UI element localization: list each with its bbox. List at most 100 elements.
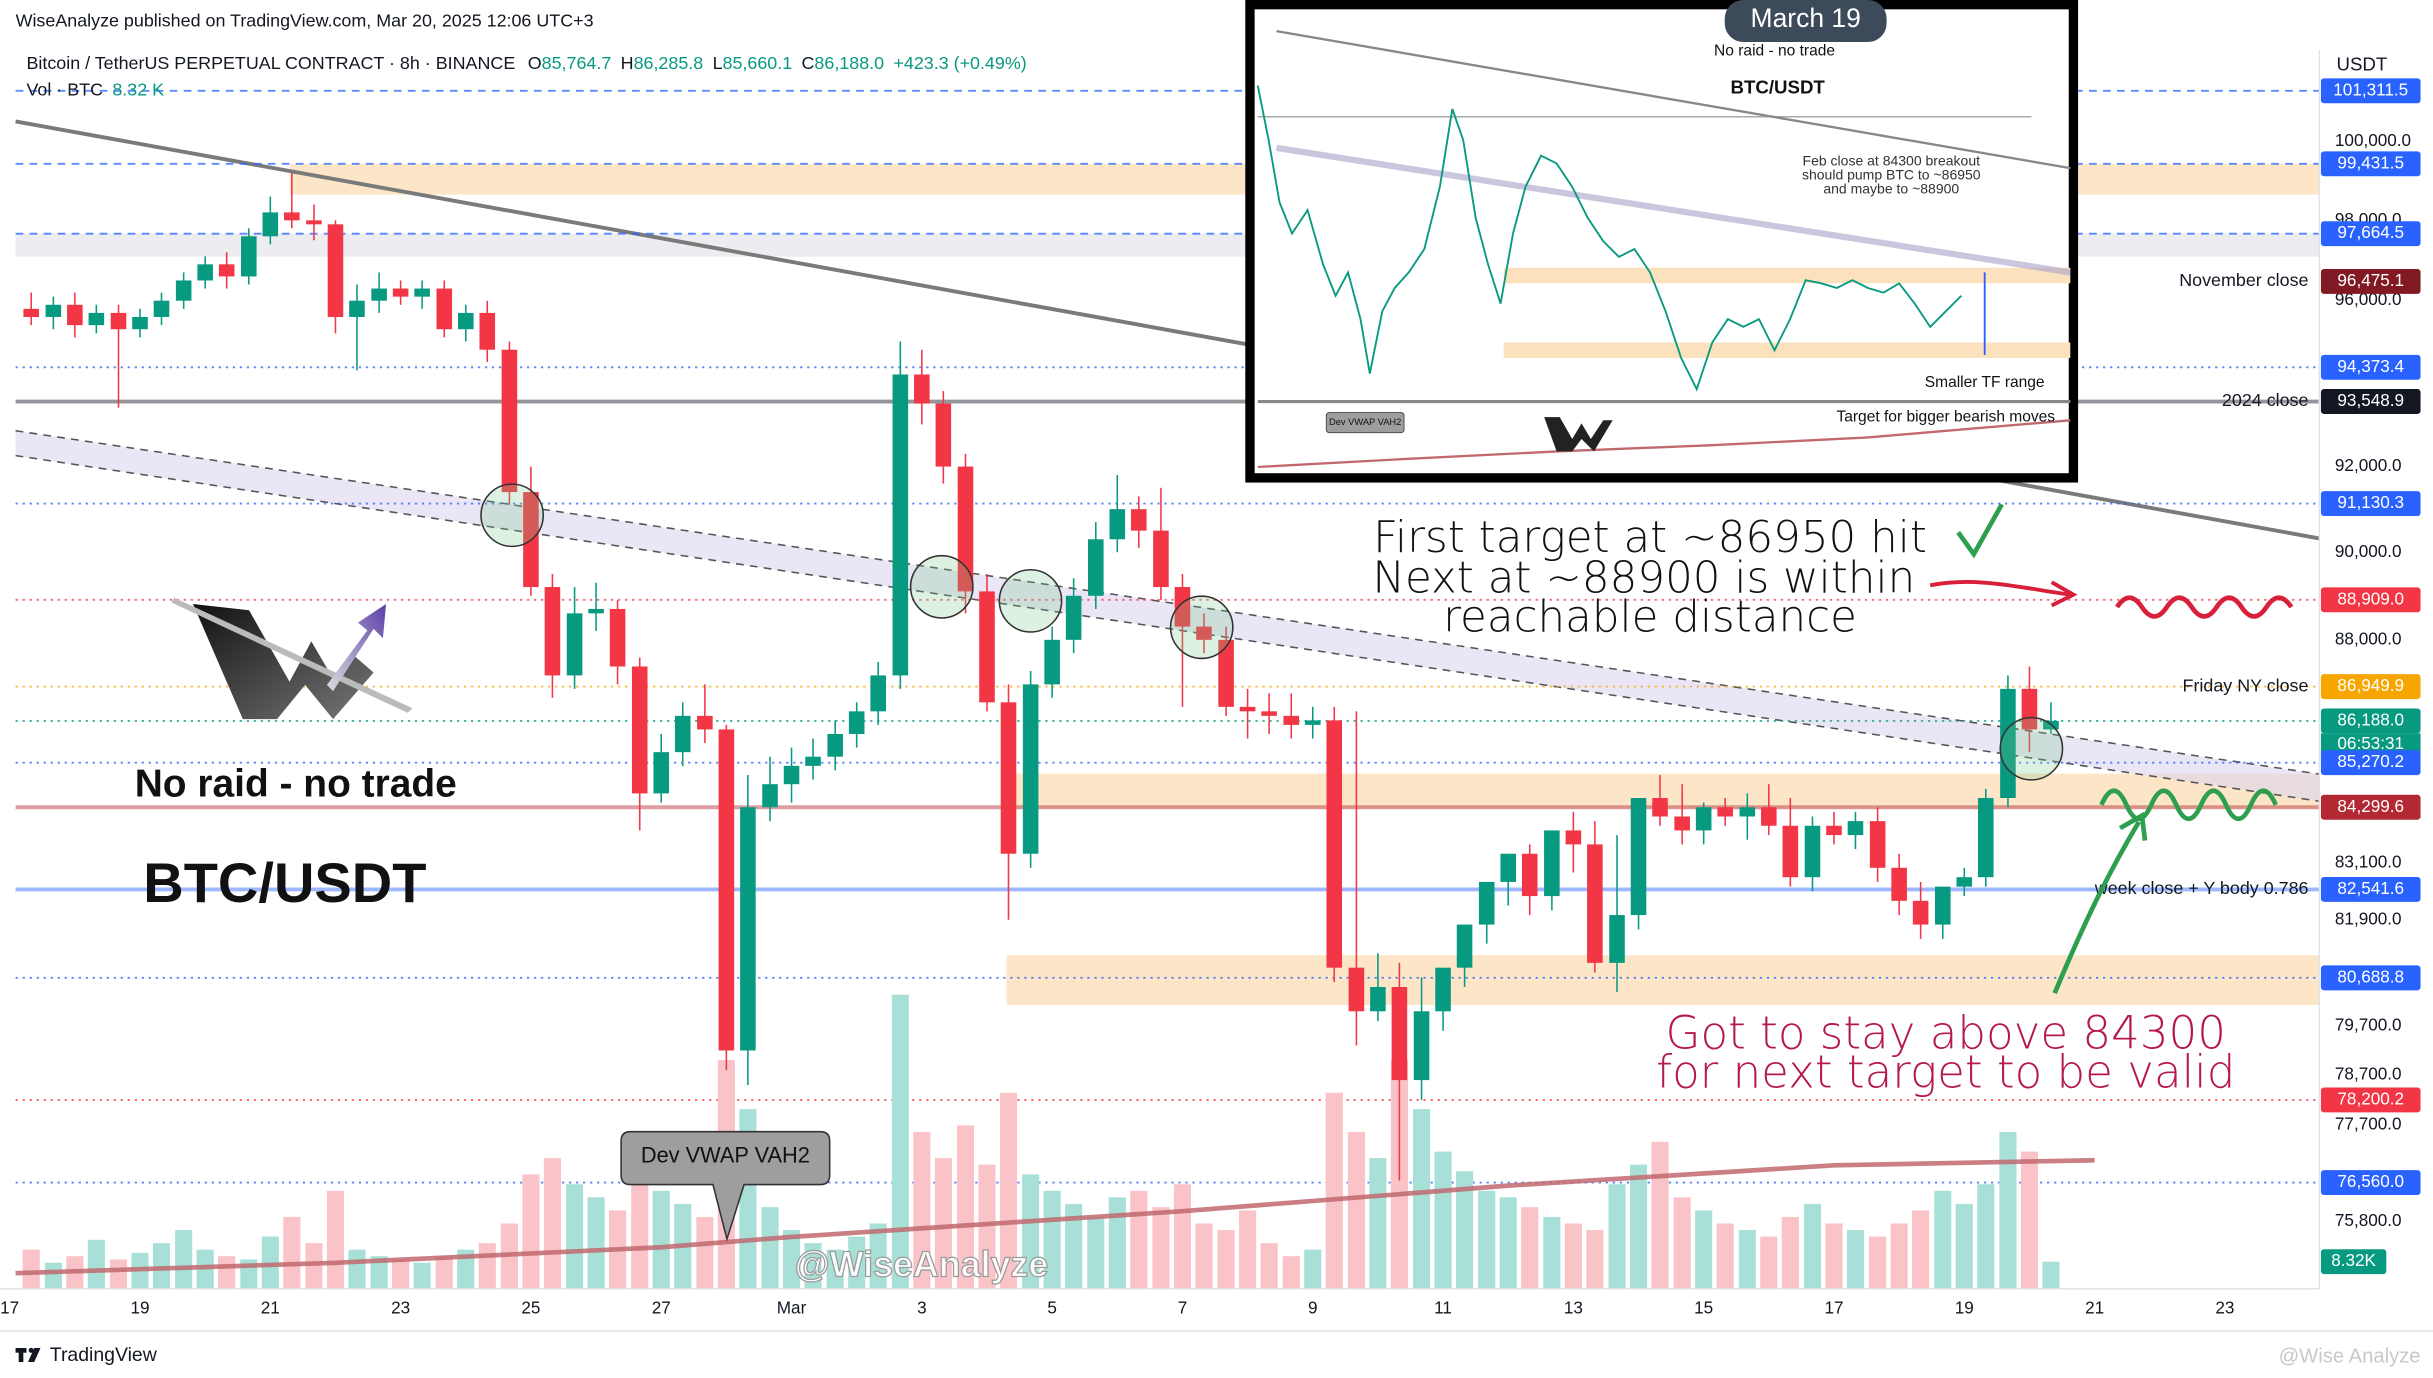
volume-bar: [1716, 1223, 1734, 1289]
volume-bar: [1239, 1210, 1257, 1289]
volume-bar: [218, 1256, 236, 1289]
x-tick-label: 17: [1824, 1299, 1843, 1318]
candle-body: [609, 608, 626, 667]
candle-body: [1478, 881, 1495, 925]
candle-body: [1109, 509, 1126, 540]
volume-bar: [913, 1131, 931, 1289]
y-tick-label: 79,700.0: [2335, 1015, 2402, 1034]
axes: 100,000.098,000.096,000.092,000.090,000.…: [0, 131, 2411, 1318]
volume-bar: [869, 1223, 887, 1289]
volume-bar: [326, 1190, 345, 1289]
volume-bar: [1934, 1190, 1952, 1289]
price-label-box: [2320, 491, 2421, 517]
volume: [22, 994, 2060, 1289]
countdown: 06:53:31: [2337, 734, 2404, 753]
candle-body: [241, 236, 257, 277]
candle-body: [892, 374, 909, 676]
x-tick-label: 13: [1564, 1299, 1583, 1318]
volume-bar: [652, 1190, 670, 1289]
candle-body: [1652, 798, 1668, 817]
volume-bar: [978, 1164, 996, 1289]
tv-logo: [15, 1347, 41, 1363]
green-arrow: [2052, 811, 2148, 995]
candle-body: [1261, 711, 1277, 716]
candle-body: [88, 312, 105, 326]
x-tick-label: 21: [261, 1299, 280, 1318]
candle-body: [544, 587, 561, 676]
level-name: Friday NY close: [2183, 675, 2309, 695]
footer-watermark: @Wise Analyze: [2279, 1346, 2421, 1368]
candle-body: [1956, 877, 1973, 887]
candle-body: [1174, 587, 1191, 627]
volume-bar: [587, 1197, 605, 1289]
volume-bar: [1195, 1223, 1213, 1289]
candle-body: [1674, 816, 1690, 831]
volume-bar: [413, 1262, 431, 1289]
volume-bar: [522, 1174, 540, 1289]
candle-body: [1587, 844, 1603, 963]
checkmark: [1956, 503, 2004, 559]
x-tick-label: 7: [1178, 1299, 1188, 1318]
logo: [171, 597, 413, 720]
x-tick-label: 23: [2215, 1299, 2234, 1318]
volume-bar: [1065, 1203, 1083, 1289]
price-label-box: [2320, 78, 2421, 104]
candle-body: [1826, 825, 1842, 836]
volume-bar: [1521, 1207, 1539, 1289]
volume-bar: [1087, 1216, 1105, 1289]
target-text: Next at ~88900 is within: [1372, 554, 1915, 604]
level-name: November close: [2179, 270, 2308, 290]
volume-bar: [1586, 1230, 1604, 1289]
level-name: week close + Y body 0.786: [2094, 878, 2309, 898]
x-tick-label: 11: [1434, 1299, 1452, 1318]
candle-body: [805, 756, 821, 766]
candle-body: [175, 280, 192, 301]
candle-body: [1435, 967, 1451, 1012]
candle-body: [1196, 626, 1212, 640]
volume-bar: [1846, 1230, 1865, 1289]
price-label-box: [2320, 750, 2421, 776]
y-tick-label: 92,000.0: [2335, 456, 2402, 475]
volume-bar: [956, 1125, 975, 1289]
vwap-callout: Dev VWAP VAH2: [620, 1130, 831, 1242]
x-tick-label: 5: [1047, 1299, 1057, 1318]
price-label: 78,200.2: [2337, 1089, 2404, 1108]
candle-body: [1391, 987, 1408, 1081]
no-trade-text: No raid - no trade: [135, 762, 457, 805]
volume-bar: [1564, 1223, 1582, 1289]
inset-note: Feb close at 84300 breakout: [1803, 153, 1981, 169]
volume-bar: [1043, 1190, 1061, 1289]
candle-body: [392, 288, 409, 297]
volume-bar: [543, 1158, 561, 1289]
volume-bar: [804, 1243, 822, 1289]
countdown-box: [2320, 733, 2421, 756]
candle-body: [1847, 821, 1864, 836]
volume-bar: [1325, 1092, 1343, 1289]
price-label: 97,664.5: [2337, 223, 2404, 242]
candle-body: [1218, 639, 1234, 707]
price-label: 76,560.0: [2337, 1172, 2404, 1191]
x-tick-label: 17: [0, 1299, 19, 1318]
candle-body: [1370, 987, 1386, 1012]
symbol: Bitcoin / TetherUS PERPETUAL CONTRACT · …: [26, 53, 515, 73]
price-label-box: [2320, 587, 2421, 613]
volume-bar: [1369, 1158, 1387, 1289]
candle-body: [740, 807, 756, 1051]
candle-body: [1782, 825, 1799, 878]
volume-bar: [1955, 1203, 1973, 1289]
x-tick-label: 19: [130, 1299, 149, 1318]
price-label: 80,688.8: [2337, 967, 2404, 986]
candle-body: [1739, 807, 1756, 817]
volume-bar: [1282, 1256, 1300, 1289]
candle-body: [1022, 684, 1039, 854]
volume-bar: [1434, 1151, 1452, 1289]
volume-bar: [1456, 1171, 1474, 1289]
price-label: 99,431.5: [2337, 153, 2404, 172]
brand: TradingView: [50, 1344, 158, 1366]
volume-bar: [22, 1249, 40, 1289]
volume-bar: [1999, 1131, 2017, 1289]
volume-bar: [1413, 1109, 1431, 1289]
candle-body: [153, 300, 170, 317]
ohlc-value: 85,764.7: [542, 53, 612, 73]
candle-body: [914, 374, 930, 404]
